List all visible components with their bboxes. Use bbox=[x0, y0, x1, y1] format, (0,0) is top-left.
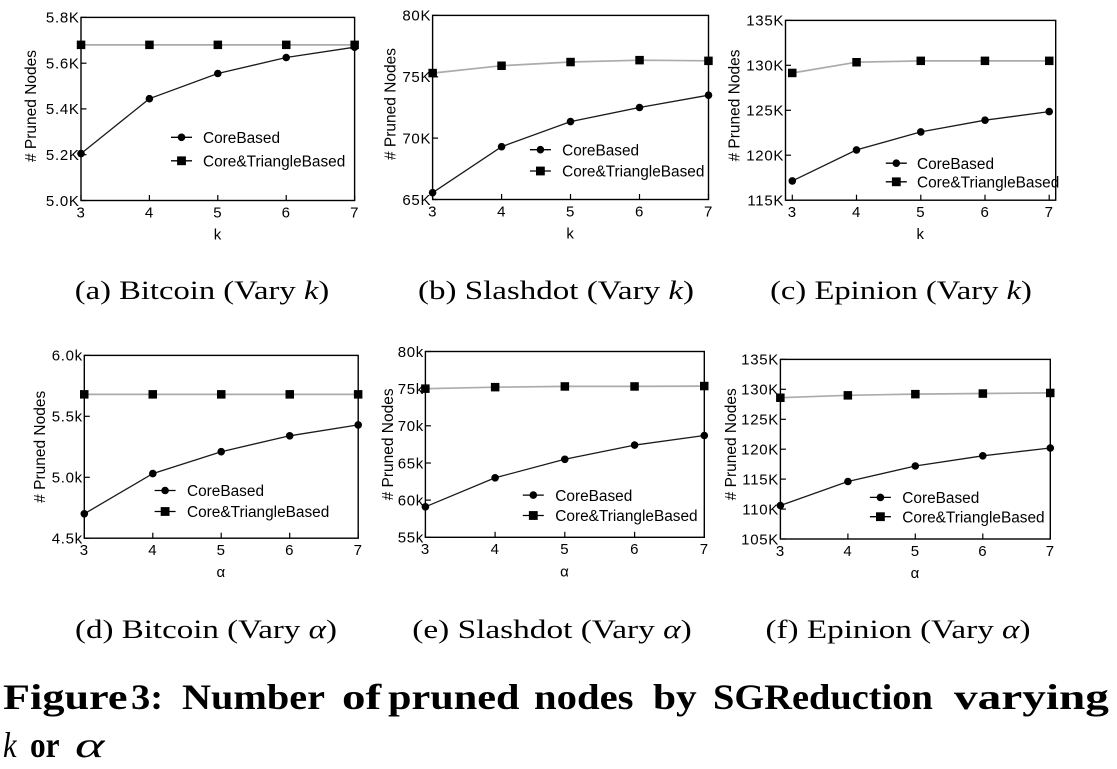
svg-text:5.8K: 5.8K bbox=[46, 10, 80, 27]
svg-text:5: 5 bbox=[213, 204, 222, 221]
svg-text:Core&TriangleBased: Core&TriangleBased bbox=[203, 154, 345, 171]
svg-text:k: k bbox=[566, 226, 574, 243]
svg-text:6.0k: 6.0k bbox=[52, 348, 83, 365]
svg-text:CoreBased: CoreBased bbox=[187, 483, 264, 500]
svg-text:CoreBased: CoreBased bbox=[902, 490, 979, 507]
svg-text:3: 3 bbox=[428, 203, 437, 220]
svg-text:Core&TriangleBased: Core&TriangleBased bbox=[562, 164, 704, 181]
svg-text:75K: 75K bbox=[402, 69, 431, 86]
svg-text:60k: 60k bbox=[398, 492, 424, 509]
svg-text:5: 5 bbox=[217, 542, 226, 559]
svg-text:k: k bbox=[916, 226, 924, 243]
svg-text:5: 5 bbox=[560, 541, 569, 558]
svg-text:Core&TriangleBased: Core&TriangleBased bbox=[187, 504, 329, 521]
svg-text:120K: 120K bbox=[746, 148, 784, 165]
svg-text:125K: 125K bbox=[746, 103, 784, 120]
svg-text:# Pruned Nodes: # Pruned Nodes bbox=[32, 391, 49, 503]
svg-text:6: 6 bbox=[285, 542, 294, 559]
svg-text:3: 3 bbox=[776, 543, 785, 560]
svg-text:110K: 110K bbox=[742, 501, 779, 518]
svg-text:3: 3 bbox=[80, 542, 89, 559]
svg-text:4: 4 bbox=[843, 543, 852, 560]
svg-text:CoreBased: CoreBased bbox=[917, 156, 994, 173]
svg-text:3: 3 bbox=[76, 204, 85, 221]
svg-text:115K: 115K bbox=[742, 471, 779, 488]
svg-text:105K: 105K bbox=[741, 531, 779, 548]
svg-text:130K: 130K bbox=[741, 382, 779, 399]
svg-text:5: 5 bbox=[911, 543, 920, 560]
svg-text:5.5k: 5.5k bbox=[52, 409, 83, 426]
svg-text:135K: 135K bbox=[746, 13, 784, 30]
svg-text:# Pruned Nodes: # Pruned Nodes bbox=[723, 388, 740, 500]
svg-text:Core&TriangleBased: Core&TriangleBased bbox=[902, 509, 1044, 526]
svg-text:7: 7 bbox=[350, 204, 359, 221]
svg-text:6: 6 bbox=[630, 541, 639, 558]
svg-text:7: 7 bbox=[354, 542, 363, 559]
svg-text:130K: 130K bbox=[746, 58, 784, 75]
svg-text:α: α bbox=[217, 564, 226, 581]
svg-text:4: 4 bbox=[148, 542, 157, 559]
svg-text:3: 3 bbox=[421, 541, 430, 558]
svg-text:CoreBased: CoreBased bbox=[562, 142, 639, 159]
svg-text:# Pruned Nodes: # Pruned Nodes bbox=[727, 49, 744, 161]
svg-text:4: 4 bbox=[145, 204, 154, 221]
svg-text:75k: 75k bbox=[398, 381, 424, 398]
svg-text:3: 3 bbox=[788, 204, 797, 221]
svg-text:4: 4 bbox=[491, 541, 500, 558]
svg-text:70k: 70k bbox=[398, 418, 424, 435]
svg-text:5.0K: 5.0K bbox=[46, 193, 80, 210]
svg-text:4.5k: 4.5k bbox=[52, 531, 83, 548]
svg-text:Core&TriangleBased: Core&TriangleBased bbox=[555, 508, 697, 525]
svg-text:65k: 65k bbox=[398, 455, 424, 472]
svg-text:6: 6 bbox=[282, 204, 291, 221]
svg-text:65K: 65K bbox=[402, 192, 431, 209]
svg-text:5.6K: 5.6K bbox=[46, 56, 80, 73]
svg-text:# Pruned Nodes: # Pruned Nodes bbox=[380, 388, 397, 500]
svg-text:4: 4 bbox=[852, 204, 861, 221]
svg-text:7: 7 bbox=[1046, 543, 1055, 560]
svg-text:7: 7 bbox=[1045, 204, 1054, 221]
svg-text:120K: 120K bbox=[741, 442, 779, 459]
svg-text:5.2K: 5.2K bbox=[46, 147, 80, 164]
svg-text:6: 6 bbox=[980, 204, 989, 221]
svg-text:7: 7 bbox=[704, 203, 713, 220]
svg-text:# Pruned Nodes: # Pruned Nodes bbox=[23, 50, 40, 162]
svg-text:7: 7 bbox=[700, 541, 709, 558]
svg-text:80k: 80k bbox=[398, 344, 424, 361]
svg-text:6: 6 bbox=[978, 543, 987, 560]
svg-text:115K: 115K bbox=[747, 193, 784, 210]
svg-text:70K: 70K bbox=[402, 130, 431, 147]
svg-text:k: k bbox=[214, 227, 222, 244]
svg-text:CoreBased: CoreBased bbox=[203, 130, 280, 147]
svg-text:135K: 135K bbox=[741, 352, 779, 369]
svg-text:55k: 55k bbox=[398, 530, 424, 547]
svg-text:α: α bbox=[560, 563, 569, 580]
svg-text:5: 5 bbox=[916, 204, 925, 221]
svg-text:4: 4 bbox=[497, 203, 506, 220]
svg-text:5: 5 bbox=[566, 203, 575, 220]
svg-text:5.0k: 5.0k bbox=[52, 470, 83, 487]
svg-text:CoreBased: CoreBased bbox=[555, 488, 632, 505]
svg-text:6: 6 bbox=[635, 203, 644, 220]
svg-text:5.4K: 5.4K bbox=[46, 101, 80, 118]
svg-text:Core&TriangleBased: Core&TriangleBased bbox=[917, 175, 1059, 192]
svg-text:# Pruned Nodes: # Pruned Nodes bbox=[382, 48, 399, 160]
svg-text:125K: 125K bbox=[741, 412, 779, 429]
svg-text:α: α bbox=[911, 565, 920, 582]
svg-text:80K: 80K bbox=[402, 8, 431, 25]
